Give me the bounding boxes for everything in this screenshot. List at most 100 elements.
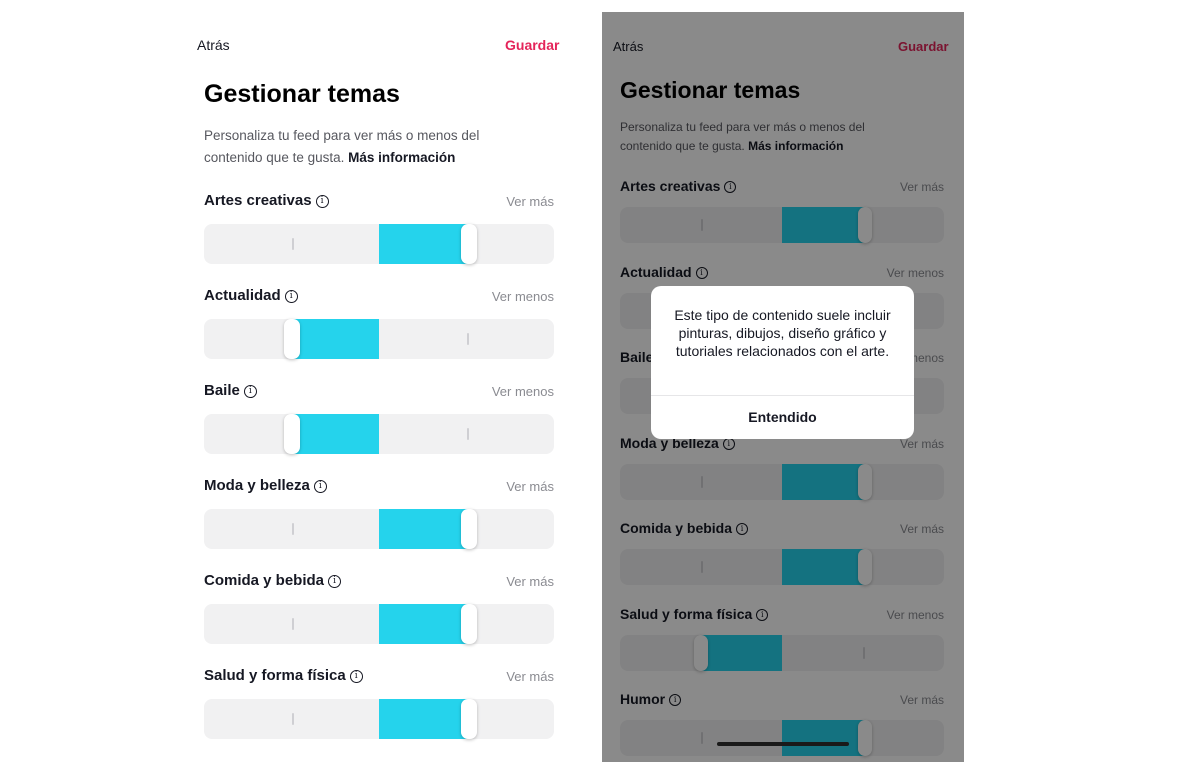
topic-preference-text: Ver más [506,574,554,589]
info-icon[interactable]: i [736,523,749,536]
save-button[interactable]: Guardar [898,39,949,54]
topic-label: Moda y belleza i [204,477,327,494]
info-icon[interactable]: i [669,694,682,707]
topic-label: Salud y forma física i [620,606,769,622]
topic-preference-text: Ver menos [886,265,944,280]
topic-slider[interactable] [204,509,554,549]
topic-label-text: Baile [620,349,654,365]
topic-label-text: Actualidad [620,263,692,280]
info-icon[interactable]: i [284,289,298,303]
topic-label-text: Humor [620,691,666,707]
topic-preference-text: Ver menos [491,289,554,304]
slider-tick [291,618,294,630]
info-icon[interactable]: i [313,479,327,493]
slider-tick [863,646,865,659]
slider-fill [291,414,379,454]
slider-tick [291,713,294,725]
slider-thumb[interactable] [858,463,872,500]
understood-button[interactable]: Entendido [748,409,817,425]
slider-fill [379,604,469,644]
topic-label: Humor i [620,691,682,707]
slider-thumb[interactable] [858,720,872,756]
topic-label: Comida y bebida i [620,520,749,536]
slider-thumb[interactable] [694,634,708,671]
topic-slider[interactable] [620,720,944,756]
topic-label-text: Artes creativas [204,192,312,209]
slider-fill [782,207,865,243]
description-text: Personaliza tu feed para ver más o menos… [204,128,480,165]
topic-label: Actualidad i [204,287,298,304]
topic-preference-text: Ver más [899,522,944,536]
topic-label-text: Baile [204,382,240,399]
slider-tick [701,732,703,744]
topic-slider[interactable] [204,699,554,739]
topic-slider[interactable] [620,634,944,671]
slider-thumb[interactable] [460,224,477,264]
slider-fill [782,463,865,500]
page-description: Personaliza tu feed para ver más o menos… [620,118,920,156]
topic-label: Salud y forma física i [204,667,363,684]
info-icon[interactable]: i [315,194,329,208]
slider-tick [291,523,294,535]
topic-label: Artes creativas i [204,192,329,209]
slider-tick [466,333,469,345]
slider-fill [379,509,469,549]
manage-topics-screen-with-dialog: Atrás Guardar Gestionar temas Personaliz… [602,12,964,762]
topic-label-text: Salud y forma física [204,667,346,684]
description-text: Personaliza tu feed para ver más o menos… [620,120,865,154]
back-button[interactable]: Atrás [613,39,644,54]
topic-label-text: Comida y bebida [204,572,325,589]
save-button[interactable]: Guardar [505,37,560,53]
topic-preference-text: Ver menos [491,384,554,399]
topic-preference-text: Ver más [506,479,554,494]
topic-slider[interactable] [620,207,944,243]
slider-thumb[interactable] [283,414,300,454]
page-description: Personaliza tu feed para ver más o menos… [204,125,524,168]
more-info-link[interactable]: Más información [748,139,844,154]
slider-fill [782,549,865,585]
home-indicator [717,742,849,746]
back-button[interactable]: Atrás [197,37,230,53]
info-icon[interactable]: i [695,266,708,279]
slider-thumb[interactable] [460,509,477,549]
slider-fill [782,720,865,756]
info-icon[interactable]: i [349,669,363,683]
dialog-divider [651,395,914,396]
topic-preference-text: Ver más [506,669,554,684]
info-icon[interactable]: i [243,384,257,398]
slider-tick [466,428,469,440]
slider-tick [701,475,703,488]
info-icon[interactable]: i [328,574,342,588]
info-dialog: Este tipo de contenido suele incluir pin… [651,286,914,439]
topic-slider[interactable] [204,414,554,454]
slider-tick [701,561,703,573]
slider-thumb[interactable] [858,549,872,585]
topic-preference-text: Ver más [899,693,944,707]
more-info-link[interactable]: Más información [348,149,456,165]
page-title: Gestionar temas [620,77,801,103]
slider-thumb[interactable] [460,604,477,644]
topic-label: Actualidad i [620,264,708,280]
slider-thumb[interactable] [858,207,872,243]
slider-fill [379,699,469,739]
topic-slider[interactable] [620,463,944,500]
topic-slider[interactable] [204,319,554,359]
page-title: Gestionar temas [204,80,400,108]
slider-tick [291,238,294,250]
info-icon[interactable]: i [724,181,737,194]
topic-slider[interactable] [620,549,944,585]
topic-label-text: Artes creativas [620,178,721,194]
topic-label-text: Actualidad [204,287,281,304]
topic-preference-text: Ver más [899,180,944,194]
info-icon[interactable]: i [756,608,769,621]
slider-fill [379,224,469,264]
slider-thumb[interactable] [460,699,477,739]
slider-fill [701,634,782,671]
slider-thumb[interactable] [283,319,300,359]
topic-slider[interactable] [204,224,554,264]
topic-preference-text: Ver más [899,436,944,451]
topic-preference-text: Ver más [506,194,554,209]
topic-label: Comida y bebida i [204,572,342,589]
topic-slider[interactable] [204,604,554,644]
